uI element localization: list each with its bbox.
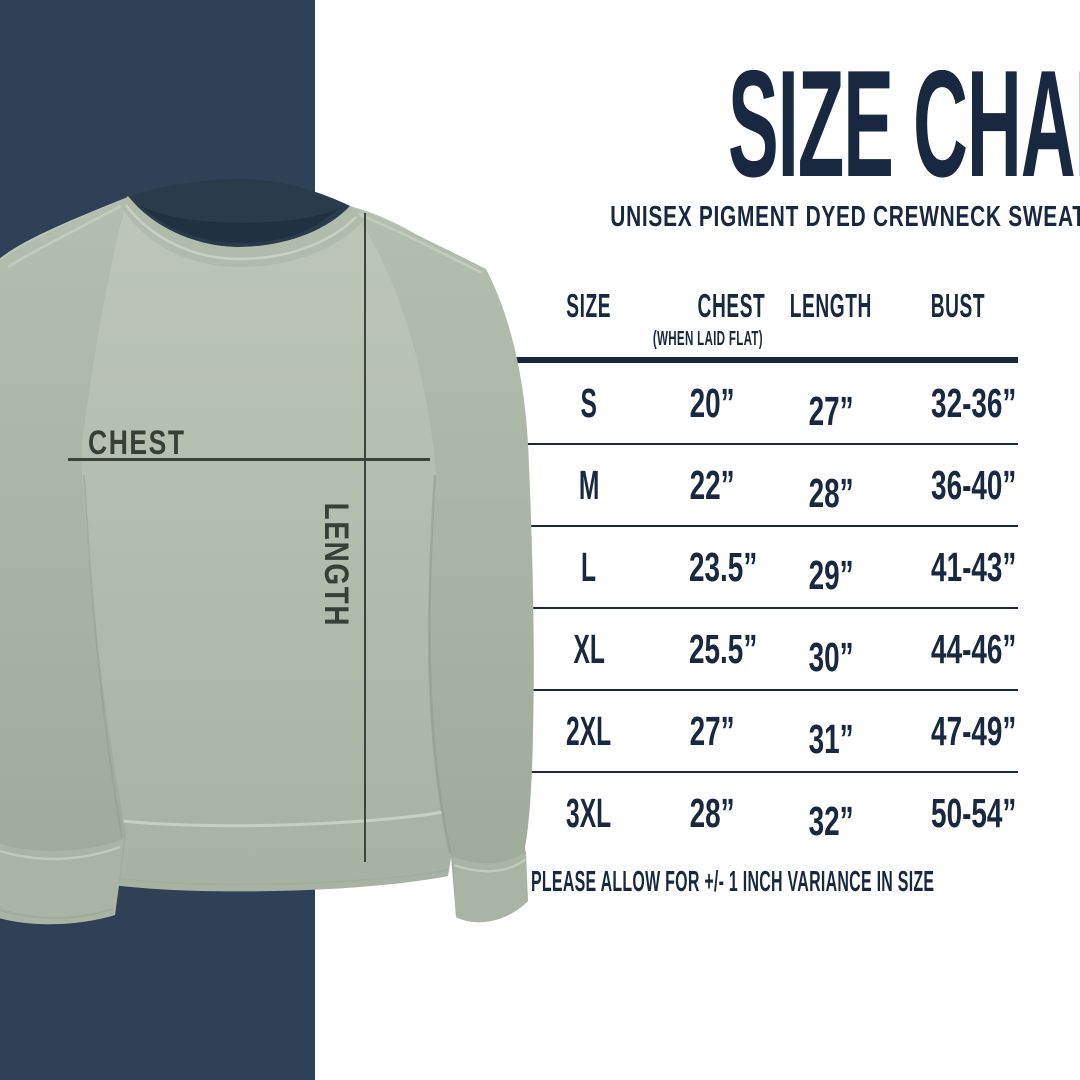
chest-measure-label: CHEST <box>88 424 186 462</box>
header-chest: CHEST <box>697 287 766 324</box>
cell-size: 2XL <box>566 707 612 754</box>
cell-length: 29” <box>808 551 854 598</box>
variance-note: PLEASE ALLOW FOR +/- 1 INCH VARIANCE IN … <box>531 866 935 898</box>
cell-length: 28” <box>808 469 854 516</box>
cell-length: 32” <box>808 797 854 844</box>
page-title: SIZE CHART <box>505 48 1080 200</box>
page-title-text: SIZE CHART <box>728 39 1080 209</box>
header-chest-subnote: (WHEN LAID FLAT) <box>652 328 763 350</box>
cell-bust: 41-43” <box>931 543 1017 590</box>
cell-chest: 27” <box>689 707 735 754</box>
table-header-row: SIZE CHEST LENGTH BUST <box>505 286 1020 326</box>
cell-size: XL <box>573 625 605 672</box>
cell-size: S <box>580 379 598 426</box>
table-row: S 20” 27” 32-36” <box>505 363 1018 445</box>
header-length: LENGTH <box>789 287 873 324</box>
cell-chest: 23.5” <box>689 543 758 590</box>
size-table: S 20” 27” 32-36” M 22” 28” 36-40” L 23.5… <box>505 357 1018 853</box>
table-row: M 22” 28” 36-40” <box>505 445 1018 527</box>
cell-chest: 20” <box>689 379 735 426</box>
table-row: 3XL 28” 32” 50-54” <box>505 773 1018 853</box>
table-row: L 23.5” 29” 41-43” <box>505 527 1018 609</box>
product-subtitle: UNISEX PIGMENT DYED CREWNECK SWEATSHIRT <box>505 201 1080 234</box>
table-row: XL 25.5” 30” 44-46” <box>505 609 1018 691</box>
cell-size: 3XL <box>566 789 612 836</box>
table-row: 2XL 27” 31” 47-49” <box>505 691 1018 773</box>
cell-bust: 47-49” <box>931 707 1017 754</box>
length-measure-line <box>364 213 366 862</box>
header-size: SIZE <box>566 287 612 324</box>
cell-bust: 44-46” <box>931 625 1017 672</box>
cell-chest: 28” <box>689 789 735 836</box>
cell-size: M <box>578 461 600 508</box>
cell-chest: 25.5” <box>689 625 758 672</box>
length-measure-label: LENGTH <box>317 502 355 628</box>
product-subtitle-text: UNISEX PIGMENT DYED CREWNECK SWEATSHIRT <box>610 201 1080 233</box>
cell-bust: 32-36” <box>931 379 1017 426</box>
cell-length: 27” <box>808 387 854 434</box>
cell-length: 31” <box>808 715 854 762</box>
cell-chest: 22” <box>689 461 735 508</box>
cell-length: 30” <box>808 633 854 680</box>
cell-bust: 50-54” <box>931 789 1017 836</box>
cell-bust: 36-40” <box>931 461 1017 508</box>
header-bust: BUST <box>930 287 986 324</box>
cell-size: L <box>581 543 597 590</box>
